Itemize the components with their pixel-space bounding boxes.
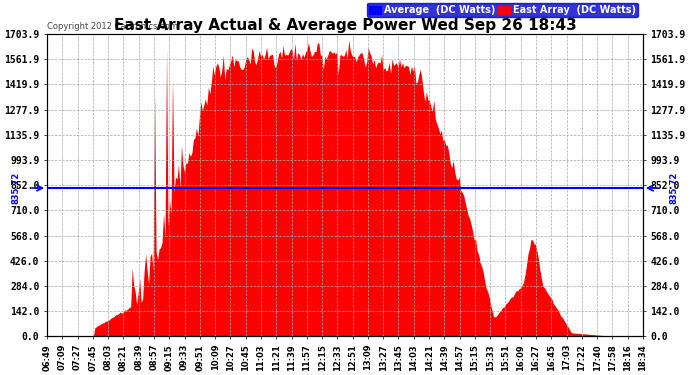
Text: 835.72: 835.72 — [11, 172, 20, 204]
Text: 835.72: 835.72 — [670, 172, 679, 204]
Legend: Average  (DC Watts), East Array  (DC Watts): Average (DC Watts), East Array (DC Watts… — [367, 3, 638, 17]
Text: Copyright 2012 Cartronics.com: Copyright 2012 Cartronics.com — [47, 22, 178, 31]
Title: East Array Actual & Average Power Wed Sep 26 18:43: East Array Actual & Average Power Wed Se… — [114, 18, 576, 33]
